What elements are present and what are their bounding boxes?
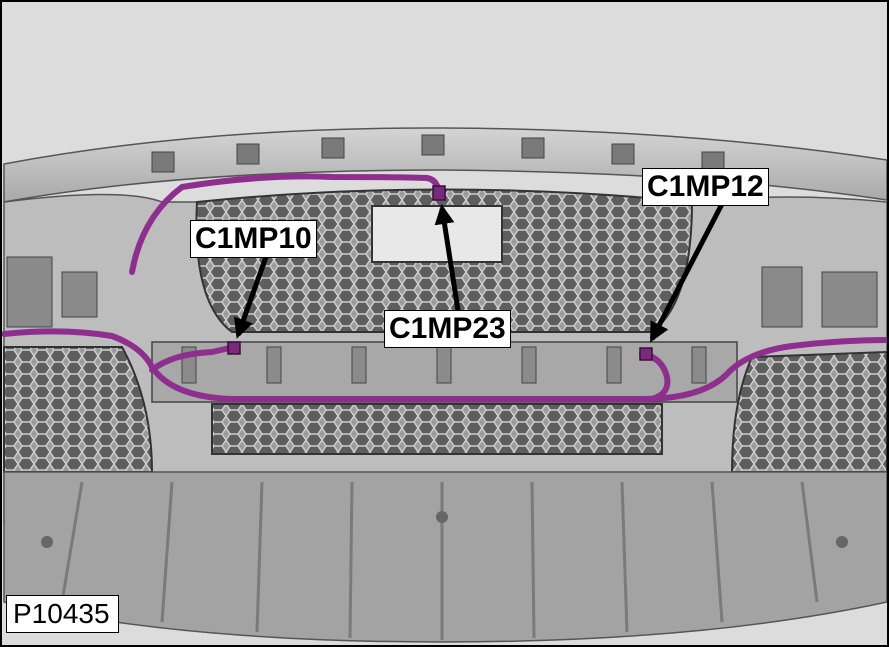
under-tray-holes [41, 511, 848, 548]
connector-c1mp12 [639, 347, 653, 361]
callout-c1mp12: C1MP12 [642, 168, 769, 206]
arrow-c1mp10 [233, 256, 269, 339]
callout-c1mp23: C1MP23 [384, 310, 511, 348]
left-side-grille [3, 346, 154, 473]
bumper-top-lip [3, 127, 887, 203]
callout-c1mp10: C1MP10 [190, 220, 317, 258]
under-tray [3, 471, 887, 643]
cross-member-clips [181, 346, 707, 384]
under-tray-ribs [60, 481, 819, 640]
figure-id-label: P10435 [6, 595, 119, 633]
arrow-c1mp23 [434, 204, 461, 311]
connectors [227, 185, 653, 361]
upper-mounting-tabs [151, 134, 725, 173]
grille-cutout [371, 205, 503, 263]
right-side-grille [730, 350, 887, 473]
arrow-c1mp12 [649, 202, 725, 343]
side-brackets [6, 256, 878, 328]
callout-arrows [233, 202, 725, 343]
lower-grille [211, 403, 663, 455]
connector-c1mp23 [432, 185, 446, 201]
connector-c1mp10 [227, 341, 241, 355]
